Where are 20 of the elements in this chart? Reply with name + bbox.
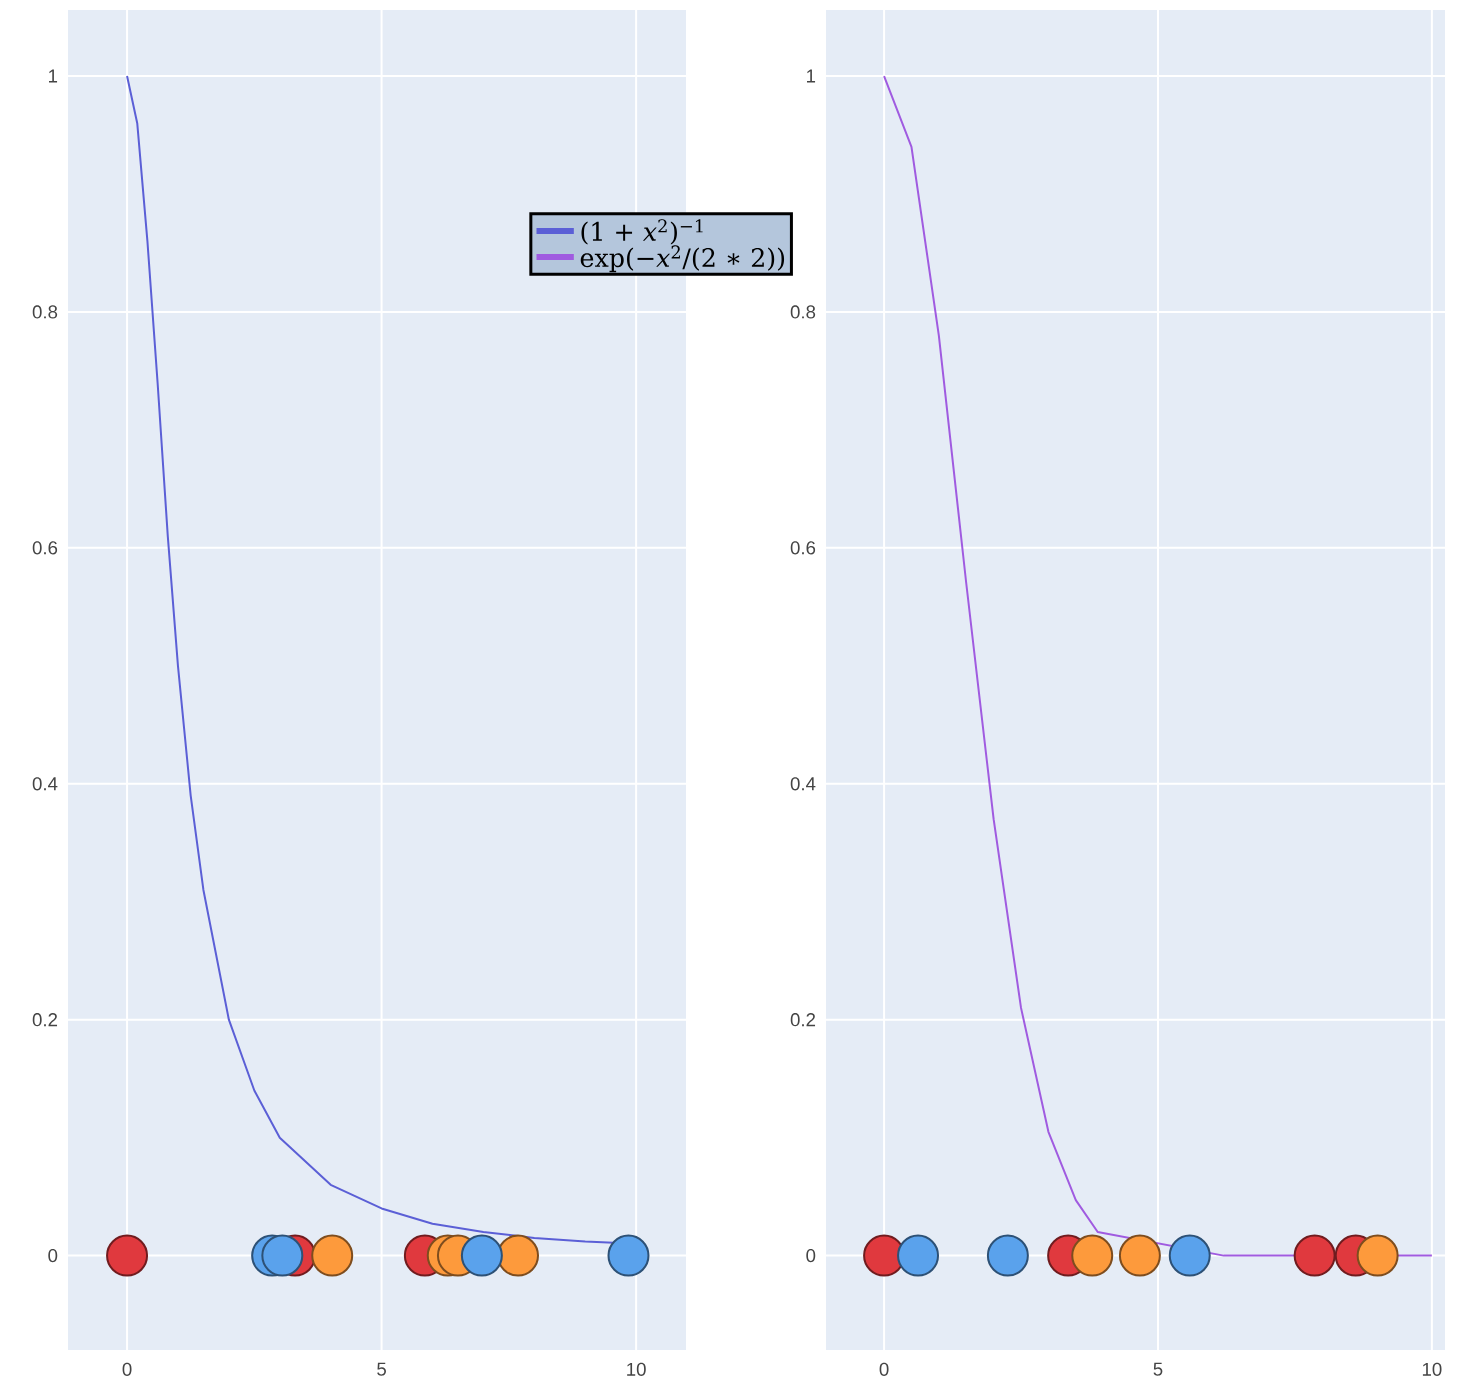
y-tick-label: 0.6 [790,541,816,555]
x-tick-label: 10 [1422,1362,1442,1376]
y-tick-label: 0.8 [790,305,816,319]
x-tick-label: 5 [1153,1362,1163,1376]
y-tick-label: 0.2 [790,1013,816,1027]
y-tick-label: 0.8 [32,305,58,319]
y-tick-label: 0.4 [790,777,816,791]
y-tick-label: 0 [806,1248,816,1263]
y-tick-label: 0 [48,1248,58,1263]
y-tick-label: 0.2 [32,1013,58,1027]
x-tick-label: 10 [627,1362,646,1376]
legend-label: (1 + x$^{2}$)$^{−1}$ [581,219,703,245]
x-tick-label: 0 [122,1362,132,1376]
y-tick-label: 0.6 [32,541,58,555]
y-tick-label: 1 [49,69,58,83]
text: exp(−x$^{2}$/(2 ∗ 2)) [580,245,785,273]
y-tick-label: 0.4 [32,777,58,791]
x-tick-label: 0 [879,1362,889,1376]
y-tick-label: 1 [807,69,816,83]
x-tick-label: 5 [377,1362,386,1376]
